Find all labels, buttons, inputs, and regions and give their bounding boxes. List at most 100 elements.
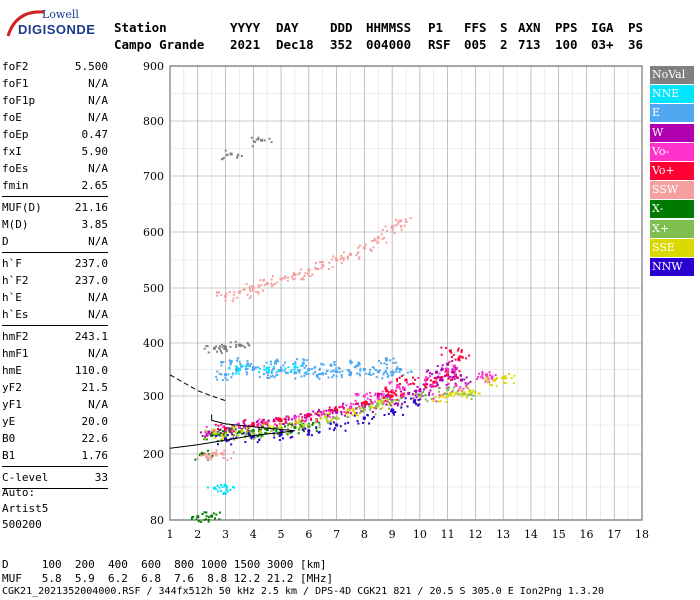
- echo-pixel: [231, 300, 234, 303]
- echo-pixel: [258, 430, 261, 433]
- echo-pixel: [236, 432, 239, 435]
- echo-pixel: [395, 361, 398, 364]
- echo-pixel: [196, 457, 199, 460]
- echo-pixel: [481, 370, 484, 373]
- data-point-w: [460, 378, 464, 382]
- echo-pixel: [199, 431, 202, 434]
- echo-pixel: [282, 364, 285, 367]
- echo-pixel: [414, 399, 417, 402]
- x-tick-label: 1: [167, 528, 174, 541]
- echo-pixel: [495, 384, 498, 387]
- echo-pixel: [425, 386, 428, 389]
- echo-pixel: [284, 361, 287, 364]
- header-row2-6: 005: [464, 37, 487, 52]
- param-separator: [2, 488, 108, 489]
- echo-pixel: [360, 401, 363, 404]
- echo-pixel: [316, 420, 319, 423]
- echo-pixel: [368, 371, 371, 374]
- echo-pixel: [346, 416, 349, 419]
- echo-pixel: [276, 281, 279, 284]
- data-point-nnw: [307, 429, 311, 433]
- echo-pixel: [220, 438, 223, 441]
- echo-pixel: [355, 411, 358, 414]
- echo-pixel: [344, 429, 347, 432]
- data-point-e: [376, 370, 380, 374]
- echo-pixel: [391, 370, 394, 373]
- echo-pixel: [290, 425, 293, 428]
- echo-pixel: [458, 355, 461, 358]
- echo-pixel: [257, 292, 260, 295]
- echo-pixel: [364, 247, 367, 250]
- echo-pixel: [325, 417, 328, 420]
- echo-pixel: [237, 372, 240, 375]
- echo-pixel: [297, 427, 300, 430]
- echo-pixel: [323, 413, 326, 416]
- echo-pixel: [222, 361, 225, 364]
- echo-pixel: [403, 387, 406, 390]
- echo-pixel: [390, 400, 393, 403]
- echo-pixel: [445, 386, 448, 389]
- echo-pixel: [254, 366, 257, 369]
- data-point-ssw: [376, 236, 380, 240]
- echo-pixel: [221, 486, 224, 489]
- echo-pixel: [385, 366, 388, 369]
- echo-pixel: [392, 409, 395, 412]
- echo-pixel: [396, 379, 399, 382]
- data-point-x-: [210, 433, 214, 437]
- echo-pixel: [332, 429, 335, 432]
- echo-pixel: [225, 292, 228, 295]
- echo-pixel: [391, 229, 394, 232]
- echo-pixel: [303, 420, 306, 423]
- data-point-nne: [224, 484, 228, 488]
- echo-pixel: [243, 419, 246, 422]
- echo-pixel: [221, 437, 224, 440]
- echo-pixel: [224, 432, 227, 435]
- echo-pixel: [447, 383, 450, 386]
- data-point-vo-: [362, 401, 366, 405]
- echo-pixel: [318, 410, 321, 413]
- echo-pixel: [389, 390, 392, 393]
- echo-pixel: [332, 369, 335, 372]
- data-point-vo-: [279, 418, 283, 422]
- logo-swoosh-icon: [6, 10, 45, 37]
- echo-pixel: [386, 398, 389, 401]
- echo-pixel: [264, 427, 267, 430]
- echo-pixel: [267, 368, 270, 371]
- echo-pixel: [222, 456, 225, 459]
- echo-pixel: [437, 400, 440, 403]
- echo-pixel: [476, 378, 479, 381]
- echo-pixel: [303, 372, 306, 375]
- echo-pixel: [425, 370, 428, 373]
- echo-pixel: [341, 405, 344, 408]
- echo-pixel: [373, 237, 376, 240]
- echo-pixel: [357, 246, 360, 249]
- echo-pixel: [233, 438, 236, 441]
- echo-pixel: [290, 368, 293, 371]
- echo-pixel: [206, 434, 209, 437]
- echo-pixel: [269, 360, 272, 363]
- echo-pixel: [284, 418, 287, 421]
- echo-pixel: [402, 394, 405, 397]
- echo-pixel: [216, 453, 219, 456]
- echo-pixel: [319, 410, 322, 413]
- echo-pixel: [217, 490, 220, 493]
- echo-pixel: [257, 366, 260, 369]
- echo-pixel: [425, 376, 428, 379]
- echo-pixel: [290, 418, 293, 421]
- echo-pixel: [300, 278, 303, 281]
- echo-pixel: [457, 389, 460, 392]
- echo-pixel: [383, 396, 386, 399]
- echo-pixel: [273, 423, 276, 426]
- echo-pixel: [340, 257, 343, 260]
- echo-pixel: [312, 372, 315, 375]
- echo-pixel: [269, 363, 272, 366]
- echo-pixel: [326, 413, 329, 416]
- echo-pixel: [359, 369, 362, 372]
- echo-pixel: [258, 438, 261, 441]
- echo-pixel: [381, 390, 384, 393]
- echo-pixel: [237, 422, 240, 425]
- echo-pixel: [318, 377, 321, 380]
- echo-pixel: [340, 254, 343, 257]
- echo-pixel: [451, 392, 454, 395]
- echo-pixel: [457, 347, 460, 350]
